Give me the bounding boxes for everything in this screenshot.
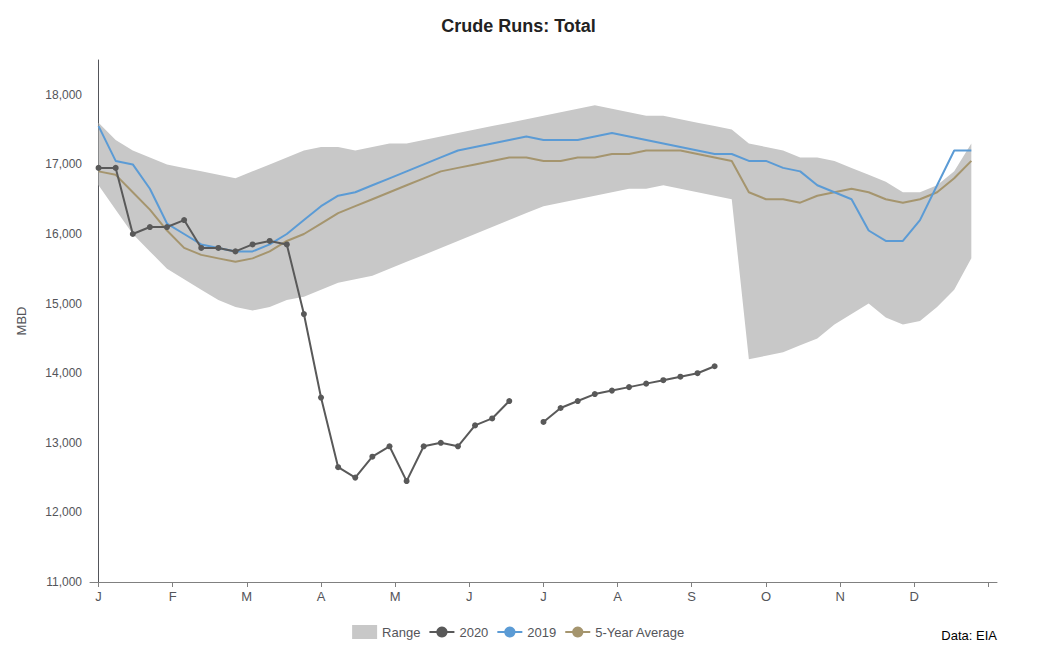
svg-text:A: A — [613, 589, 622, 604]
svg-text:A: A — [317, 589, 326, 604]
svg-text:15,000: 15,000 — [45, 297, 82, 311]
svg-text:13,000: 13,000 — [45, 436, 82, 450]
svg-text:O: O — [761, 589, 771, 604]
svg-text:11,000: 11,000 — [46, 575, 82, 589]
svg-text:J: J — [540, 589, 547, 604]
svg-text:Crude Runs: Total: Crude Runs: Total — [441, 16, 596, 36]
svg-text:J: J — [95, 589, 102, 604]
svg-text:18,000: 18,000 — [45, 88, 82, 102]
svg-text:2019: 2019 — [527, 625, 556, 640]
svg-text:D: D — [909, 589, 918, 604]
svg-text:17,000: 17,000 — [45, 157, 82, 171]
svg-text:Data: EIA: Data: EIA — [941, 628, 997, 643]
svg-text:M: M — [390, 589, 401, 604]
svg-text:16,000: 16,000 — [45, 227, 82, 241]
svg-text:MBD: MBD — [14, 307, 29, 336]
svg-text:J: J — [466, 589, 473, 604]
svg-text:14,000: 14,000 — [45, 366, 82, 380]
svg-text:M: M — [241, 589, 252, 604]
svg-text:Range: Range — [382, 625, 420, 640]
svg-text:S: S — [687, 589, 696, 604]
svg-text:N: N — [835, 589, 844, 604]
svg-text:2020: 2020 — [459, 625, 488, 640]
svg-text:12,000: 12,000 — [45, 505, 82, 519]
svg-text:F: F — [169, 589, 177, 604]
svg-text:5-Year Average: 5-Year Average — [595, 625, 684, 640]
